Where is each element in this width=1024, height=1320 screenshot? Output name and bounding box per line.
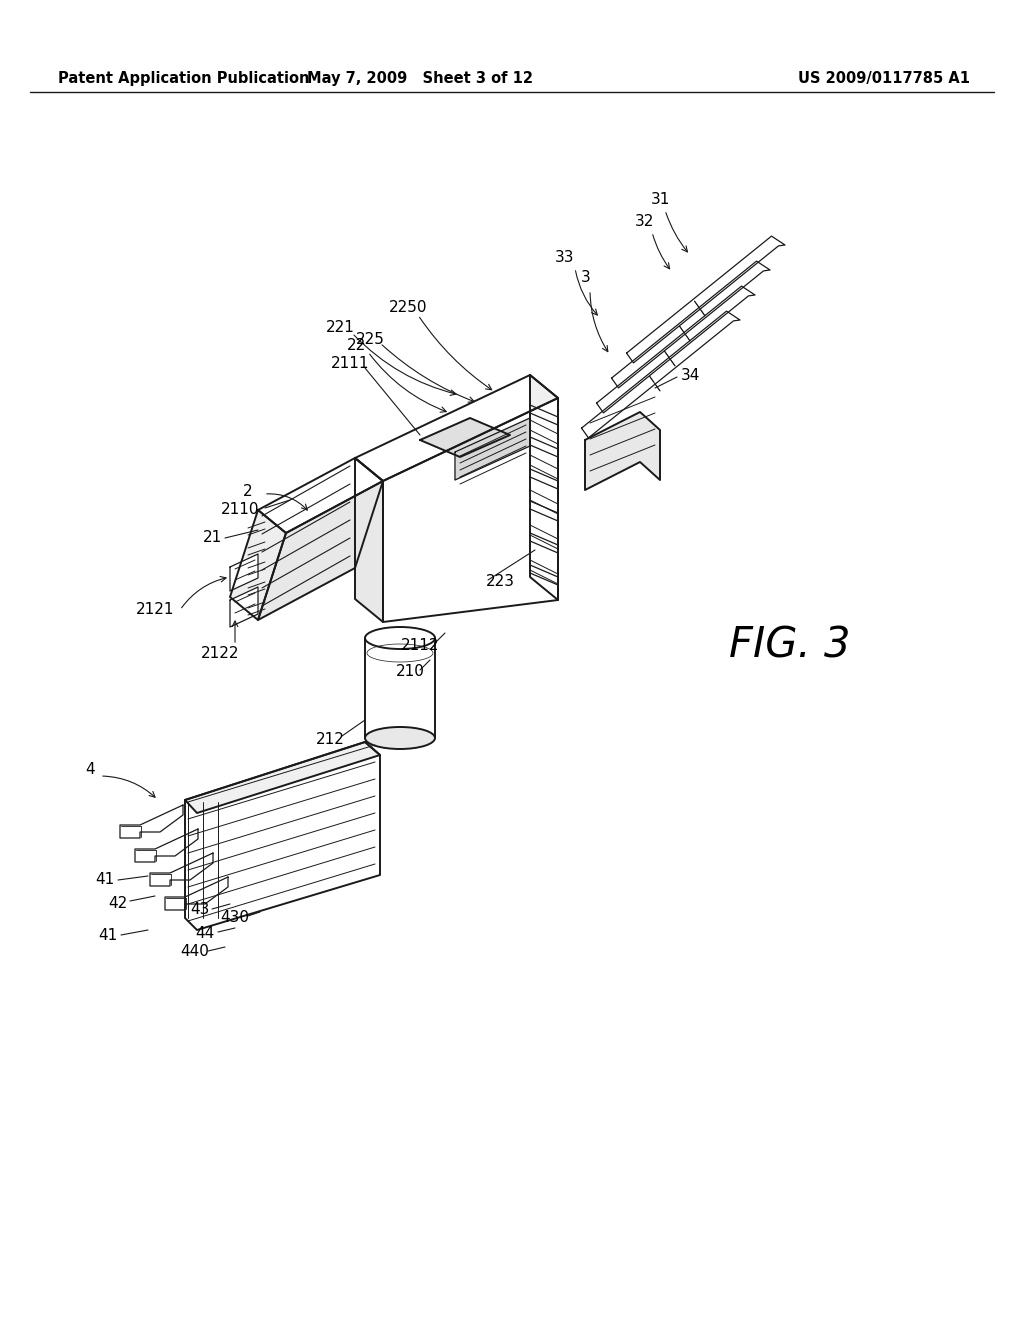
Text: 32: 32 (635, 214, 654, 230)
Text: US 2009/0117785 A1: US 2009/0117785 A1 (798, 70, 970, 86)
Text: 221: 221 (326, 319, 354, 334)
Text: 2122: 2122 (201, 645, 240, 660)
Text: 41: 41 (95, 873, 115, 887)
Polygon shape (120, 805, 183, 838)
Text: 225: 225 (355, 333, 384, 347)
Text: 2121: 2121 (136, 602, 174, 618)
Polygon shape (597, 286, 755, 413)
Text: 44: 44 (196, 925, 215, 940)
Text: 3: 3 (582, 271, 591, 285)
Text: 212: 212 (315, 733, 344, 747)
Polygon shape (455, 418, 530, 480)
Text: 440: 440 (180, 945, 210, 960)
Polygon shape (230, 510, 286, 620)
Text: 33: 33 (555, 251, 574, 265)
Polygon shape (230, 587, 258, 627)
Text: May 7, 2009   Sheet 3 of 12: May 7, 2009 Sheet 3 of 12 (307, 70, 534, 86)
Text: 41: 41 (98, 928, 118, 942)
Text: 430: 430 (220, 911, 250, 925)
Text: Patent Application Publication: Patent Application Publication (58, 70, 309, 86)
Text: 22: 22 (346, 338, 366, 352)
Text: 2: 2 (243, 484, 253, 499)
Text: 210: 210 (395, 664, 424, 680)
Text: 2110: 2110 (221, 503, 259, 517)
Ellipse shape (365, 627, 435, 649)
Polygon shape (230, 554, 258, 591)
Polygon shape (420, 418, 510, 457)
Polygon shape (611, 261, 770, 388)
Polygon shape (185, 742, 380, 931)
Polygon shape (135, 829, 198, 862)
Polygon shape (185, 742, 380, 813)
Polygon shape (258, 458, 383, 533)
Polygon shape (627, 236, 785, 363)
Polygon shape (530, 375, 558, 601)
Text: 2112: 2112 (400, 638, 439, 652)
Text: 223: 223 (485, 574, 514, 590)
Text: 34: 34 (680, 367, 699, 383)
Text: 42: 42 (109, 895, 128, 911)
Ellipse shape (365, 727, 435, 748)
Text: 2250: 2250 (389, 301, 427, 315)
Polygon shape (165, 876, 228, 909)
Text: 21: 21 (203, 531, 221, 545)
Text: 4: 4 (85, 763, 95, 777)
Text: 43: 43 (190, 903, 210, 917)
Polygon shape (383, 399, 558, 622)
Polygon shape (150, 853, 213, 886)
Text: 31: 31 (650, 193, 670, 207)
Polygon shape (585, 412, 660, 490)
Polygon shape (355, 458, 383, 622)
Polygon shape (582, 312, 740, 438)
Polygon shape (258, 480, 383, 620)
Text: 2111: 2111 (331, 355, 370, 371)
Text: FIG. 3: FIG. 3 (729, 624, 851, 667)
Polygon shape (355, 375, 558, 480)
